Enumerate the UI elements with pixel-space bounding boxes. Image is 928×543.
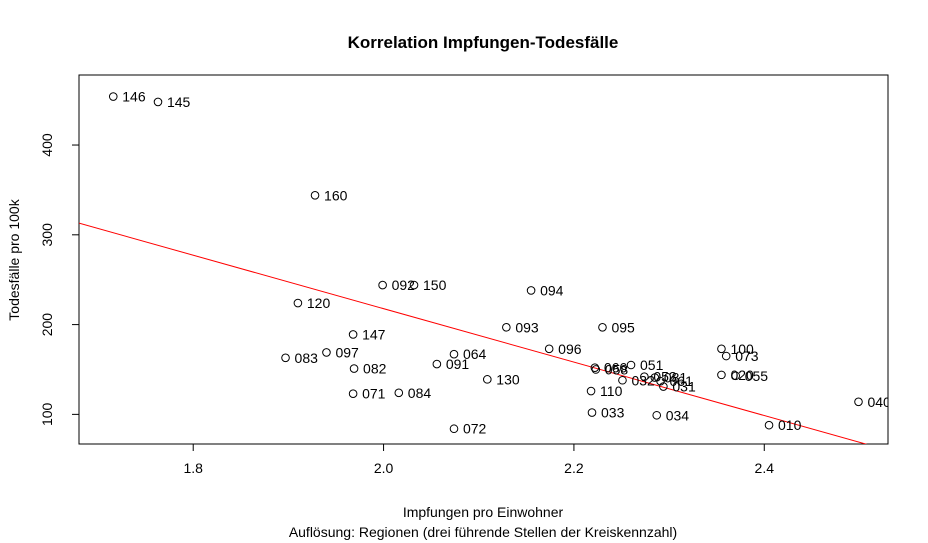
data-point — [348, 330, 358, 339]
point-label: 147 — [362, 326, 386, 342]
data-point — [590, 363, 600, 372]
point-label: 094 — [540, 282, 564, 298]
y-tick-label: 100 — [39, 402, 55, 426]
point-label: 064 — [463, 346, 487, 362]
regression-line — [79, 222, 868, 444]
point-label: 051 — [640, 357, 664, 373]
point-label: 058 — [605, 361, 629, 377]
point-label: 150 — [423, 277, 447, 293]
y-tick-label: 300 — [39, 223, 55, 247]
point-label: 160 — [324, 187, 348, 203]
data-point — [378, 280, 387, 290]
point-label: 034 — [666, 407, 690, 423]
data-point — [409, 280, 419, 290]
data-point — [526, 286, 536, 295]
point-label: 073 — [735, 348, 759, 364]
point-label: 145 — [167, 94, 191, 110]
point-label: 033 — [601, 405, 625, 421]
point-label: 130 — [496, 371, 520, 387]
point-label: 082 — [363, 361, 387, 377]
data-point — [598, 322, 607, 332]
point-label: 040 — [867, 394, 891, 410]
point-label: 031 — [672, 379, 696, 395]
point-label: 110 — [600, 383, 623, 399]
data-point — [108, 92, 118, 101]
point-label: 096 — [558, 341, 582, 357]
plot-frame — [78, 74, 889, 445]
data-point — [586, 386, 596, 396]
data-point — [449, 349, 459, 359]
data-point — [656, 376, 665, 386]
point-label: 091 — [446, 356, 470, 372]
point-label: 120 — [307, 295, 331, 311]
data-point — [432, 359, 442, 369]
data-point — [652, 410, 662, 420]
point-label: 084 — [408, 385, 432, 401]
data-point — [854, 397, 863, 407]
data-point — [310, 191, 320, 200]
y-axis-label: Todesfälle pro 100k — [6, 198, 22, 320]
point-label: 072 — [463, 421, 487, 437]
data-point — [502, 322, 511, 332]
point-label: 066 — [604, 360, 628, 376]
data-point — [483, 375, 492, 384]
data-point — [544, 344, 554, 354]
point-label: 071 — [362, 386, 386, 402]
x-tick-label: 1.8 — [183, 460, 203, 476]
point-label: 083 — [295, 350, 319, 366]
data-point — [349, 364, 359, 373]
data-point — [394, 388, 404, 398]
chart-title: Korrelation Impfungen-Todesfälle — [348, 33, 619, 52]
x-tick-label: 2.2 — [564, 460, 584, 476]
y-tick-label: 200 — [39, 313, 55, 337]
point-label: 081 — [664, 370, 688, 386]
axis-ticks: 1.8 2.0 2.2 2.4 100 200 300 400 — [39, 133, 774, 476]
data-point — [153, 97, 163, 107]
data-point — [618, 375, 627, 385]
point-label: 092 — [392, 277, 416, 293]
y-tick-label: 400 — [39, 133, 55, 157]
point-label: 095 — [611, 319, 635, 335]
data-point — [591, 365, 601, 374]
data-point — [626, 360, 636, 370]
data-point — [281, 353, 290, 363]
x-tick-label: 2.0 — [374, 460, 394, 476]
data-point — [293, 298, 303, 308]
data-point — [717, 370, 726, 380]
point-label: 093 — [515, 319, 539, 335]
data-point — [731, 371, 741, 381]
data-point — [322, 348, 331, 357]
point-label: 146 — [122, 89, 146, 105]
data-point — [449, 424, 459, 434]
x-tick-label: 2.4 — [755, 460, 775, 476]
point-label: 053 — [653, 369, 677, 385]
point-label: 100 — [730, 341, 754, 357]
data-points — [108, 92, 863, 434]
data-point — [764, 420, 774, 430]
regression-line-layer — [79, 222, 868, 444]
data-point — [587, 408, 597, 417]
point-label: 032 — [631, 372, 655, 388]
x-axis-label: Impfungen pro Einwohner — [403, 504, 564, 520]
data-point — [348, 389, 358, 399]
point-label: 010 — [778, 417, 802, 433]
data-point — [640, 372, 649, 381]
point-label: 061 — [670, 373, 694, 389]
point-label: 097 — [335, 344, 359, 360]
data-point — [659, 382, 668, 391]
x-axis-sublabel: Auflösung: Regionen (drei führende Stell… — [289, 524, 677, 540]
data-point — [717, 344, 726, 354]
point-label: 055 — [745, 368, 769, 384]
point-label: 020 — [730, 367, 754, 383]
data-point — [721, 351, 731, 361]
